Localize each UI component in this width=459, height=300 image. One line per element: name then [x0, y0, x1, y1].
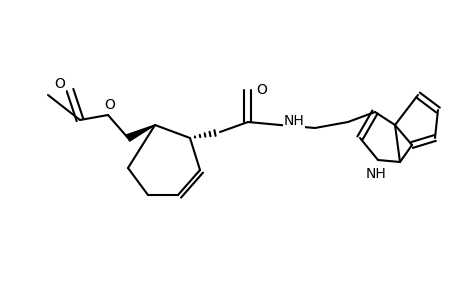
- Polygon shape: [126, 125, 155, 141]
- Text: NH: NH: [365, 167, 386, 181]
- Text: O: O: [104, 98, 115, 112]
- Text: O: O: [256, 83, 267, 97]
- Text: O: O: [55, 77, 65, 91]
- Text: NH: NH: [283, 114, 304, 128]
